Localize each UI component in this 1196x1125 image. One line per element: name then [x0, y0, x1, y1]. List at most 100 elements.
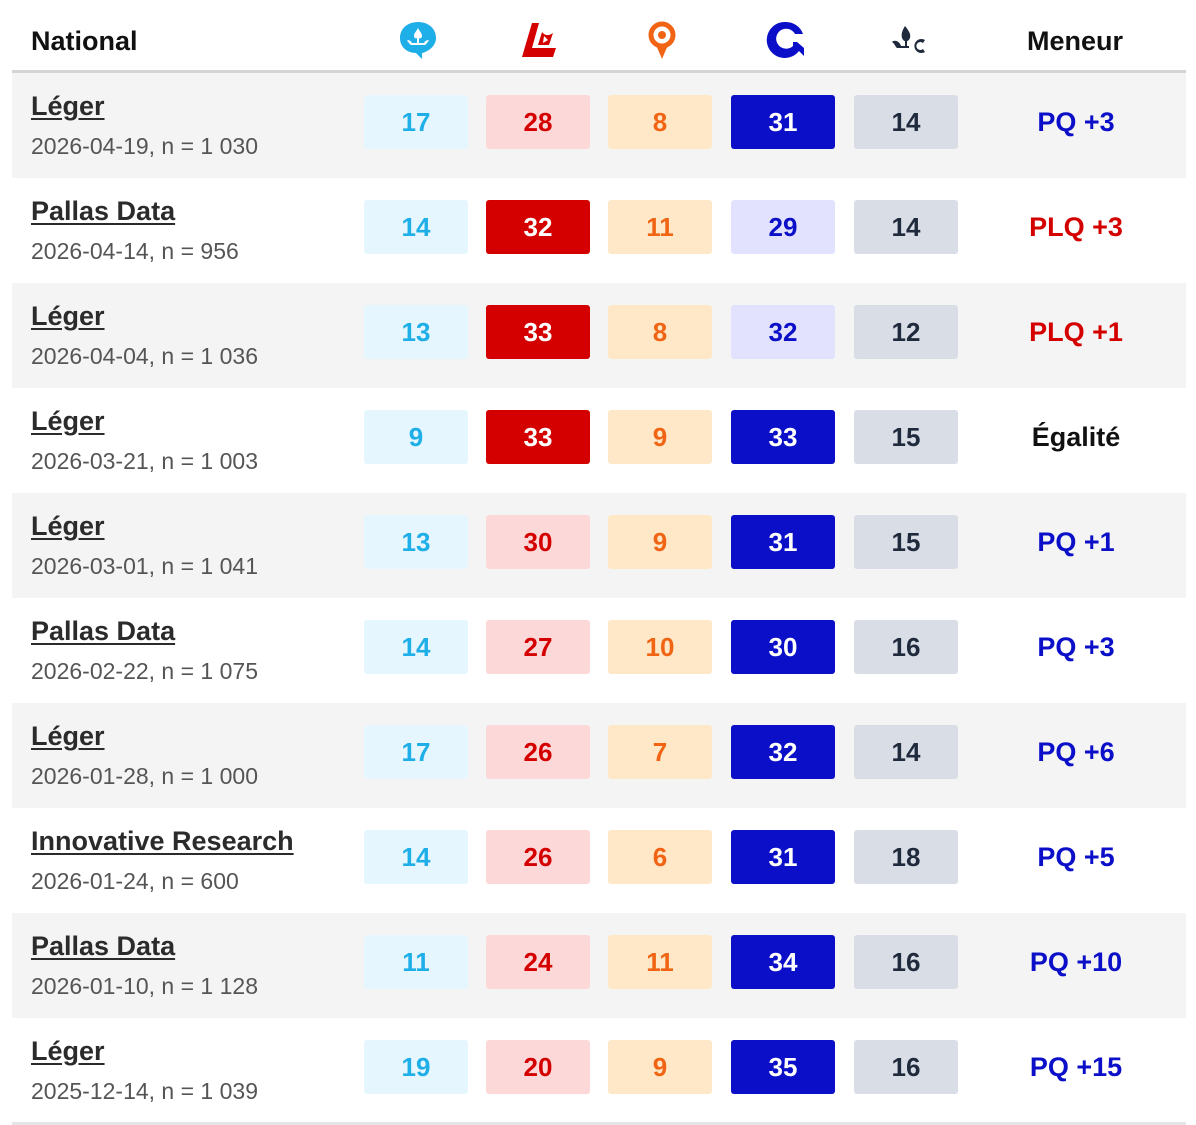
pollster-link[interactable]: Pallas Data: [31, 616, 176, 646]
pollster-link[interactable]: Pallas Data: [31, 931, 176, 961]
pollster-link[interactable]: Léger: [31, 406, 105, 436]
caq-value: 6: [608, 830, 712, 884]
qs-value: 13: [364, 515, 468, 569]
bottom-divider: [12, 1122, 1186, 1125]
plq-value: 33: [486, 410, 590, 464]
caq-value: 11: [608, 200, 712, 254]
pq-value: 31: [731, 95, 835, 149]
pcq-value: 14: [854, 95, 958, 149]
leader-margin: PQ +5: [1037, 841, 1115, 872]
qs-value: 9: [364, 410, 468, 464]
pollster-link[interactable]: Léger: [31, 721, 105, 751]
poll-date-sample: 2026-04-04, n = 1 036: [31, 343, 258, 369]
qs-value: 14: [364, 830, 468, 884]
leader-column-header: Meneur: [1027, 26, 1124, 56]
table-header: National: [12, 0, 1186, 73]
leader-margin: PQ +15: [1029, 1051, 1123, 1082]
leader-margin: PQ +1: [1037, 526, 1115, 557]
caq-value: 9: [608, 410, 712, 464]
pollster-link[interactable]: Pallas Data: [31, 196, 176, 226]
poll-date-sample: 2026-04-14, n = 956: [31, 238, 239, 264]
qs-value: 17: [364, 725, 468, 779]
poll-date-sample: 2026-01-24, n = 600: [31, 868, 239, 894]
poll-date-sample: 2026-01-28, n = 1 000: [31, 763, 258, 789]
pollster-link[interactable]: Innovative Research: [31, 826, 294, 856]
plq-value: 27: [486, 620, 590, 674]
plq-value: 32: [486, 200, 590, 254]
pcq-value: 14: [854, 725, 958, 779]
pq-value: 33: [731, 410, 835, 464]
qs-icon: [396, 18, 440, 62]
plq-value: 20: [486, 1040, 590, 1094]
pollster-link[interactable]: Léger: [31, 1036, 105, 1066]
caq-value: 8: [608, 305, 712, 359]
table-row: Innovative Research 2026-01-24, n = 600 14…: [12, 808, 1186, 913]
table-row: Léger 2026-04-04, n = 1 036 13 33 8 32 12 PLQ +…: [12, 283, 1186, 388]
caq-value: 9: [608, 515, 712, 569]
pq-value: 34: [731, 935, 835, 989]
caq-icon: [640, 18, 684, 62]
qs-value: 14: [364, 620, 468, 674]
table-row: Léger 2026-03-01, n = 1 041 13 30 9 31 15 PQ +1: [12, 493, 1186, 598]
poll-date-sample: 2026-01-10, n = 1 128: [31, 973, 258, 999]
leader-margin: PQ +3: [1037, 106, 1115, 137]
pcq-icon: [885, 18, 929, 62]
table-row: Léger 2026-03-21, n = 1 003 9 33 9 33 15 Égalit…: [12, 388, 1186, 493]
pq-value: 31: [731, 515, 835, 569]
table-row: Pallas Data 2026-02-22, n = 1 075 14 27 10 30…: [12, 598, 1186, 703]
pollster-link[interactable]: Léger: [31, 301, 105, 331]
pq-value: 32: [731, 725, 835, 779]
table-row: Pallas Data 2026-04-14, n = 956 14 32 11 29 14…: [12, 178, 1186, 283]
pollster-link[interactable]: Léger: [31, 511, 105, 541]
table-row: Léger 2026-04-19, n = 1 030 17 28 8 31 14 PQ +3: [12, 73, 1186, 178]
pcq-value: 14: [854, 200, 958, 254]
leader-margin: PLQ +1: [1029, 316, 1123, 347]
caq-value: 8: [608, 95, 712, 149]
leader-margin: PQ +6: [1037, 736, 1115, 767]
polls-table: National: [12, 0, 1186, 1123]
leader-margin: PQ +10: [1029, 946, 1123, 977]
plq-value: 26: [486, 725, 590, 779]
pollster-link[interactable]: Léger: [31, 91, 105, 121]
pcq-value: 18: [854, 830, 958, 884]
leader-margin: Égalité: [1031, 421, 1121, 452]
pq-value: 29: [731, 200, 835, 254]
pq-value: 35: [731, 1040, 835, 1094]
poll-date-sample: 2026-03-01, n = 1 041: [31, 553, 258, 579]
pcq-value: 16: [854, 935, 958, 989]
pq-value: 32: [731, 305, 835, 359]
pcq-value: 15: [854, 515, 958, 569]
qs-value: 13: [364, 305, 468, 359]
leader-margin: PLQ +3: [1029, 211, 1123, 242]
table-row: Léger 2026-01-28, n = 1 000 17 26 7 32 14 PQ +6: [12, 703, 1186, 808]
qs-value: 17: [364, 95, 468, 149]
poll-date-sample: 2025-12-14, n = 1 039: [31, 1078, 258, 1104]
caq-value: 10: [608, 620, 712, 674]
qs-value: 14: [364, 200, 468, 254]
poll-date-sample: 2026-02-22, n = 1 075: [31, 658, 258, 684]
caq-value: 7: [608, 725, 712, 779]
plq-value: 30: [486, 515, 590, 569]
caq-value: 11: [608, 935, 712, 989]
pcq-value: 12: [854, 305, 958, 359]
pq-value: 31: [731, 830, 835, 884]
pcq-value: 16: [854, 620, 958, 674]
pcq-value: 15: [854, 410, 958, 464]
plq-value: 26: [486, 830, 590, 884]
leader-margin: PQ +3: [1037, 631, 1115, 662]
qs-value: 11: [364, 935, 468, 989]
poll-date-sample: 2026-03-21, n = 1 003: [31, 448, 258, 474]
poll-date-sample: 2026-04-19, n = 1 030: [31, 133, 258, 159]
pcq-value: 16: [854, 1040, 958, 1094]
pq-value: 30: [731, 620, 835, 674]
plq-value: 33: [486, 305, 590, 359]
pq-icon: [763, 18, 807, 62]
table-row: Léger 2025-12-14, n = 1 039 19 20 9 35 16 PQ +1…: [12, 1018, 1186, 1123]
plq-value: 24: [486, 935, 590, 989]
poll-rows: Léger 2026-04-19, n = 1 030 17 28 8 31 14 PQ +3…: [12, 73, 1186, 1123]
table-row: Pallas Data 2026-01-10, n = 1 128 11 24 11 34…: [12, 913, 1186, 1018]
table-title: National: [31, 26, 138, 56]
plq-value: 28: [486, 95, 590, 149]
qs-value: 19: [364, 1040, 468, 1094]
plq-icon: [518, 18, 562, 62]
